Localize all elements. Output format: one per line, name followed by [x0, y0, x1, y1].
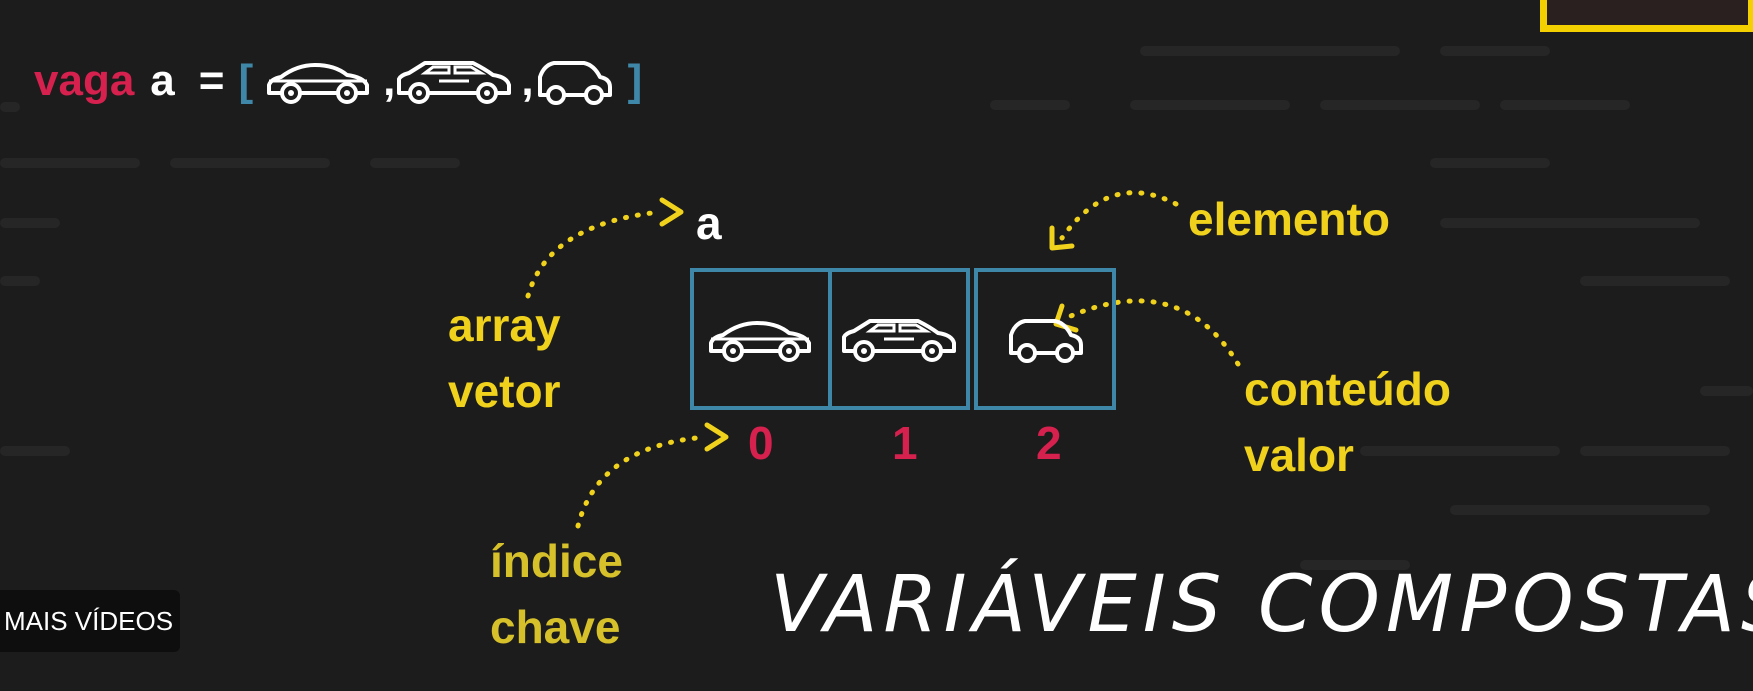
webcam-frame	[1540, 0, 1753, 32]
more-videos-label: MAIS VÍDEOS	[4, 605, 174, 636]
sedan-car-icon	[267, 63, 370, 104]
array-cell-0	[690, 268, 832, 410]
label-indice: índice	[490, 535, 623, 587]
hatchback-car-icon	[397, 61, 512, 104]
label-vetor: vetor	[448, 365, 561, 417]
small-car-icon	[1009, 319, 1083, 363]
array-name-label: a	[696, 197, 722, 249]
label-conteudo: conteúdo	[1244, 363, 1451, 415]
close-bracket: ]	[627, 56, 643, 105]
arrow-array-to-name	[525, 209, 663, 299]
label-array: array	[448, 299, 561, 351]
arrow-conteudo-to-car	[1063, 298, 1241, 367]
label-elemento: elemento	[1188, 193, 1390, 245]
comma-2: ,	[521, 56, 534, 105]
arrow-elemento-to-cell	[1059, 190, 1179, 241]
open-bracket: [	[238, 56, 254, 105]
sedan-car-icon	[709, 321, 811, 362]
label-chave: chave	[490, 601, 621, 653]
variable-name: a	[150, 56, 175, 105]
array-cell-2	[974, 268, 1116, 410]
index-1: 1	[892, 417, 918, 469]
small-car-icon	[537, 61, 612, 105]
comma-1: ,	[383, 56, 396, 105]
index-2: 2	[1036, 417, 1062, 469]
label-valor: valor	[1244, 429, 1354, 481]
arrow-indice-to-index	[575, 434, 709, 529]
more-videos-button[interactable]: MAIS VÍDEOS	[0, 590, 180, 652]
hatchback-car-icon	[842, 319, 956, 362]
array-cell-1	[828, 268, 970, 410]
handwritten-title: VARIÁVEIS COMPOSTAS	[770, 560, 1753, 650]
keyword-vaga: vaga	[34, 56, 135, 105]
index-0: 0	[748, 417, 774, 469]
code-line: vaga a = [ , , ]	[34, 48, 642, 114]
equals-sign: =	[198, 56, 225, 105]
